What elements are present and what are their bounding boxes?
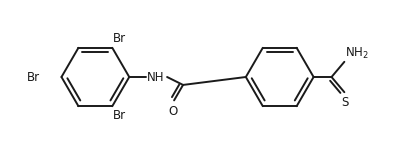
Text: NH: NH — [147, 71, 165, 83]
Text: NH$_2$: NH$_2$ — [345, 46, 369, 61]
Text: Br: Br — [113, 109, 127, 122]
Text: Br: Br — [26, 71, 39, 83]
Text: Br: Br — [113, 32, 127, 45]
Text: O: O — [168, 105, 178, 118]
Text: S: S — [341, 96, 349, 109]
